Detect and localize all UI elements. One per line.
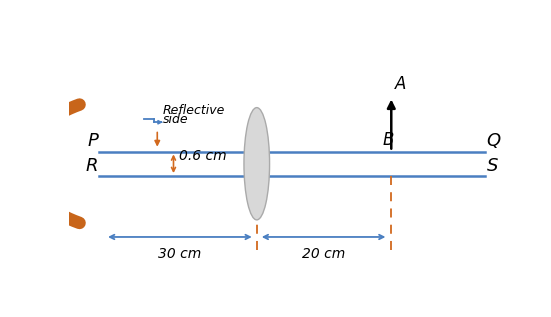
- Text: Reflective: Reflective: [163, 104, 225, 117]
- Text: 30 cm: 30 cm: [158, 247, 202, 261]
- Text: 0.6 cm: 0.6 cm: [179, 149, 226, 163]
- Text: Q: Q: [487, 132, 501, 150]
- Text: P: P: [87, 132, 98, 150]
- Text: B: B: [383, 131, 394, 149]
- Text: side: side: [163, 113, 188, 126]
- Text: 20 cm: 20 cm: [302, 247, 345, 261]
- Ellipse shape: [244, 107, 269, 220]
- Text: A: A: [395, 75, 406, 93]
- Text: S: S: [487, 157, 498, 175]
- Text: R: R: [85, 157, 98, 175]
